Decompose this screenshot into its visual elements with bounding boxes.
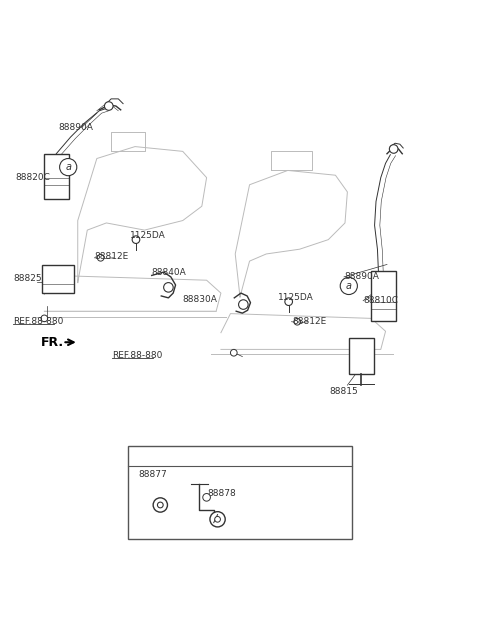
FancyBboxPatch shape [371, 270, 396, 321]
Circle shape [97, 255, 104, 261]
Circle shape [210, 512, 225, 527]
Text: 88840A: 88840A [152, 267, 186, 277]
Text: 88877: 88877 [139, 470, 168, 478]
Circle shape [157, 502, 163, 508]
Circle shape [105, 102, 113, 111]
Circle shape [203, 494, 210, 501]
Circle shape [389, 145, 398, 154]
Text: REF.88-880: REF.88-880 [112, 351, 162, 360]
Text: 88890A: 88890A [344, 272, 379, 281]
Circle shape [133, 448, 149, 463]
Circle shape [132, 236, 140, 243]
Circle shape [230, 349, 237, 356]
Text: 88825: 88825 [13, 274, 42, 283]
Text: 88820C: 88820C [16, 173, 50, 182]
Text: 88812E: 88812E [292, 317, 327, 326]
Text: 1125DA: 1125DA [130, 231, 166, 240]
Circle shape [153, 498, 168, 512]
Circle shape [239, 300, 248, 309]
Text: 88812E: 88812E [95, 252, 129, 261]
Circle shape [294, 319, 300, 325]
Text: REF.88-880: REF.88-880 [13, 317, 64, 326]
Text: a: a [346, 281, 352, 291]
FancyBboxPatch shape [44, 154, 69, 199]
Circle shape [164, 283, 173, 292]
Text: 88815: 88815 [330, 387, 359, 396]
Text: FR.: FR. [40, 336, 64, 349]
Text: a: a [138, 451, 144, 461]
Circle shape [340, 277, 358, 295]
Text: 88878: 88878 [207, 489, 236, 498]
Text: a: a [65, 162, 71, 172]
Circle shape [215, 516, 220, 522]
Circle shape [60, 159, 77, 176]
FancyBboxPatch shape [349, 338, 373, 374]
Text: 88810C: 88810C [363, 296, 398, 305]
Text: 88890A: 88890A [59, 123, 94, 132]
FancyBboxPatch shape [42, 265, 74, 293]
FancyBboxPatch shape [128, 446, 352, 539]
Text: 88830A: 88830A [183, 295, 217, 304]
Circle shape [41, 315, 48, 322]
Circle shape [285, 298, 292, 305]
Text: 1125DA: 1125DA [278, 293, 314, 302]
